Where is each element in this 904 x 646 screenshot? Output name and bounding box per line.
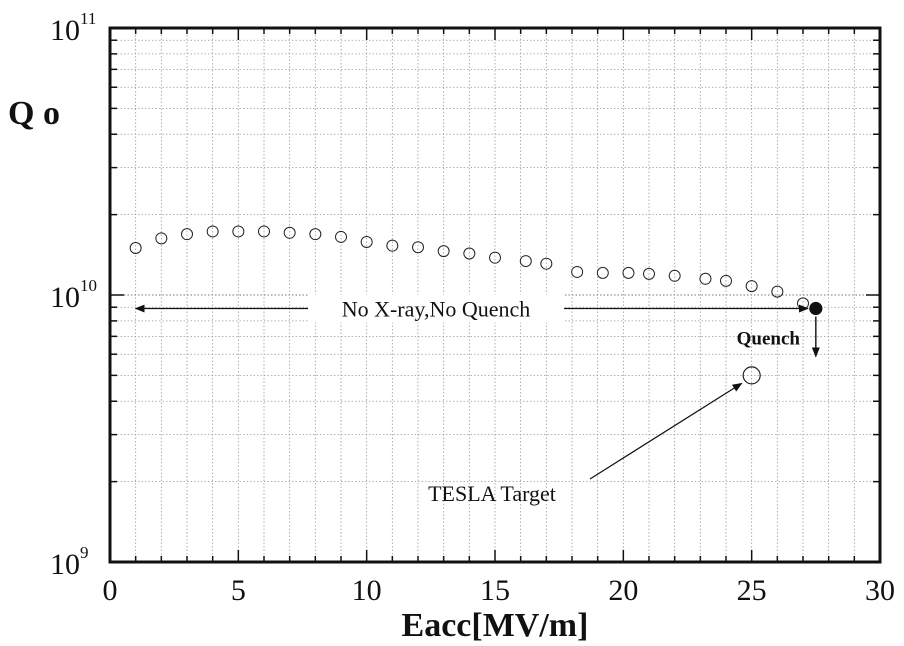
x-tick-label: 25 <box>737 574 767 607</box>
data-point <box>489 251 501 264</box>
data-point <box>771 285 784 298</box>
x-tick-label: 5 <box>231 574 246 607</box>
data-point <box>745 280 758 293</box>
data-point <box>519 255 532 268</box>
range-label-background <box>308 294 564 323</box>
data-point <box>720 274 732 287</box>
data-point <box>155 232 168 245</box>
data-point <box>412 241 424 254</box>
data-point <box>540 257 553 270</box>
x-tick-label: 30 <box>865 574 895 607</box>
plot-frame <box>108 26 882 564</box>
data-point <box>622 266 635 279</box>
range-label: No X-ray,No Quench <box>342 297 531 322</box>
x-tick-label: 20 <box>608 574 638 607</box>
data-point <box>596 266 609 279</box>
data-point <box>699 272 712 285</box>
x-tick-label: 0 <box>103 574 118 607</box>
quench-label: Quench <box>737 329 801 350</box>
y-tick-label: 109 <box>50 543 89 581</box>
data-point <box>232 225 245 238</box>
data-point <box>335 230 347 243</box>
data-point <box>463 247 476 260</box>
data-point <box>571 265 584 278</box>
data-point <box>668 269 681 282</box>
y-axis-title: Q o <box>8 95 60 132</box>
x-tick-label: 10 <box>352 574 382 607</box>
y-tick-labels: 109 1010 1011 <box>50 9 97 581</box>
data-point <box>283 226 296 239</box>
data-point <box>181 228 193 241</box>
x-axis-title: Eacc[MV/m] <box>402 607 589 644</box>
data-point <box>386 239 399 252</box>
data-point <box>129 241 142 254</box>
y-tick-label: 1011 <box>50 9 96 47</box>
quench-point <box>809 301 823 316</box>
data-point <box>360 235 373 248</box>
data-point <box>643 267 655 280</box>
target-label: TESLA Target <box>428 481 556 506</box>
data-point <box>206 225 219 238</box>
target-arrow <box>589 382 743 480</box>
y-tick-label: 1010 <box>50 276 97 314</box>
x-tick-labels: 0 5 10 15 20 25 30 <box>103 574 896 607</box>
data-point <box>309 228 322 241</box>
data-points <box>129 225 823 385</box>
data-point <box>437 245 450 258</box>
data-point <box>258 225 270 238</box>
x-tick-label: 15 <box>480 574 510 607</box>
tesla-target-point <box>742 366 761 385</box>
